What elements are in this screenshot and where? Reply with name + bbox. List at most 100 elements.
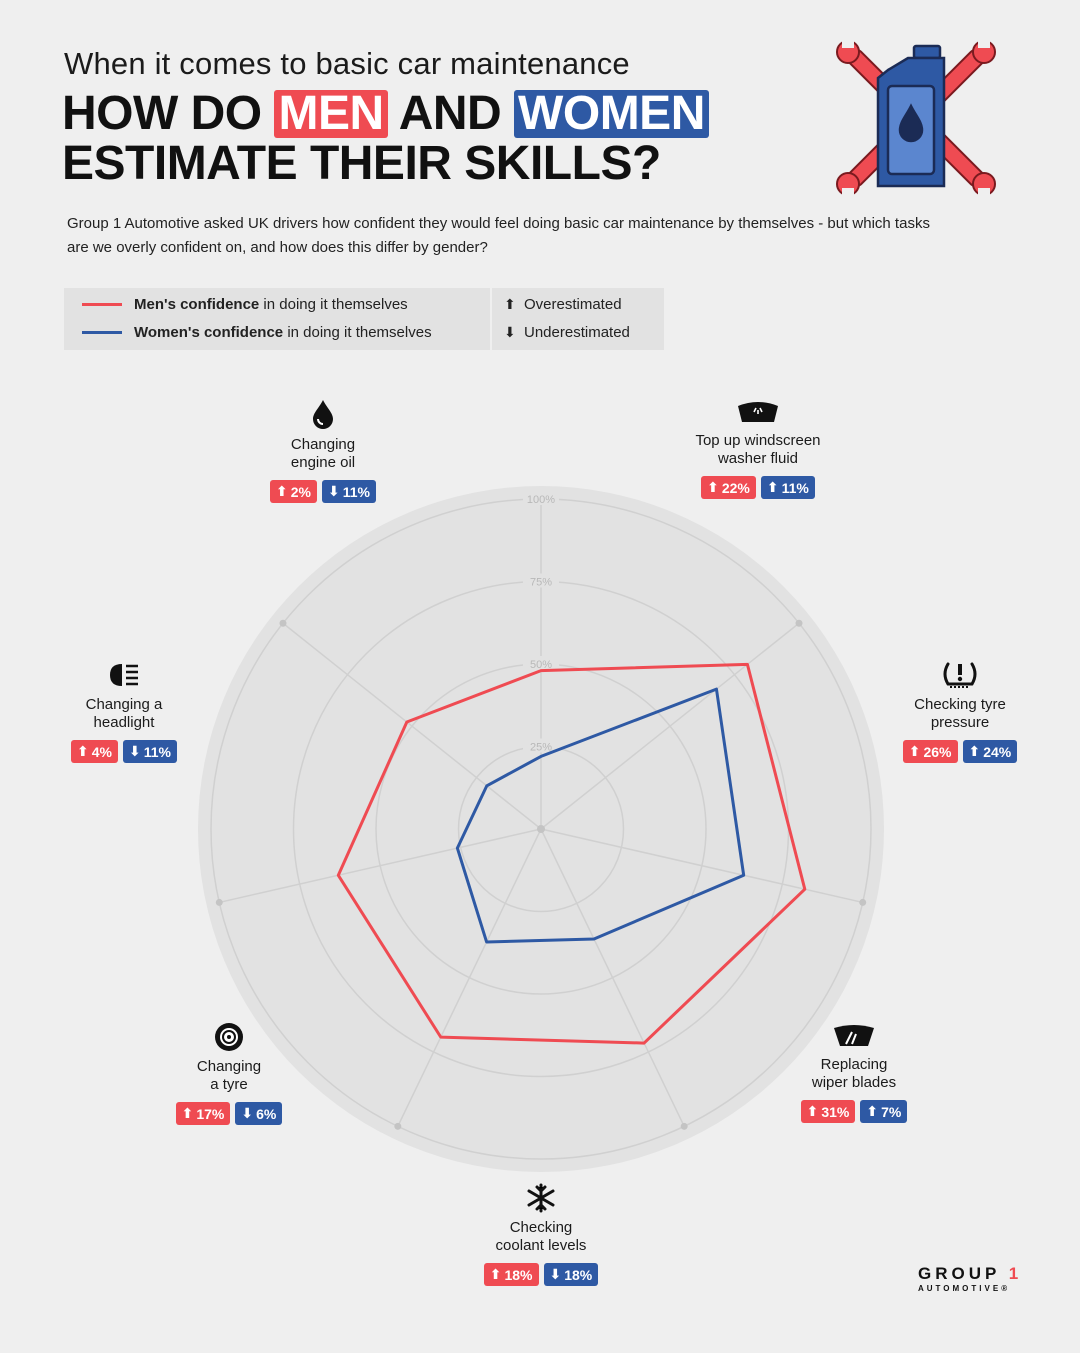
intro-text: Group 1 Automotive asked UK drivers how …: [67, 215, 930, 256]
wiper-icon: [834, 1025, 874, 1046]
legend-men-swatch: [82, 303, 122, 306]
arrow-up-icon: ⬆: [866, 1103, 879, 1119]
radar-tick-bg: [523, 656, 559, 670]
category-label: Top up windscreen washer fluid: [695, 432, 821, 467]
headlight-icon: [110, 664, 138, 686]
washer-fluid-icon: [738, 402, 778, 422]
category-wiper: Replacing wiper blades ⬆ 31% ⬆ 7%: [754, 1022, 954, 1123]
radar-spoke: [397, 828, 542, 1127]
women-badge-value: 7%: [881, 1103, 902, 1120]
women-badge-value: 6%: [256, 1105, 277, 1122]
radar-spoke: [540, 828, 863, 904]
legend-men: Men's confidence in doing it themselves: [82, 296, 408, 313]
legend-men-bold: Men's confidence: [134, 296, 260, 313]
headline-text-b: AND: [387, 87, 515, 140]
arrow-up-icon: ⬆: [276, 483, 288, 499]
category-label: Checking tyre pressure: [914, 696, 1006, 731]
legend-underestimated: ⬇ Underestimated: [504, 324, 630, 341]
logo-name-b: 1: [1008, 1264, 1023, 1283]
category-label: Changing a headlight: [85, 696, 163, 731]
category-badges: ⬆ 31% ⬆ 7%: [754, 1100, 954, 1123]
headline-line-1: HOW DO MEN AND WOMEN: [62, 90, 709, 138]
women-badge-value: 18%: [564, 1266, 593, 1283]
logo-sub: AUTOMOTIVE®: [918, 1284, 1011, 1293]
arrow-up-icon: ⬆: [908, 743, 921, 759]
women-badge: ⬇ 18%: [543, 1263, 599, 1286]
category-oil-drop: Changing engine oil ⬆ 2% ⬇ 11%: [223, 398, 423, 503]
women-badge: ⬆ 11%: [760, 476, 815, 499]
category-badges: ⬆ 17% ⬇ 6%: [129, 1102, 329, 1125]
radar-spoke-dot: [279, 619, 287, 627]
men-badge: ⬆ 2%: [270, 480, 317, 503]
radar-spoke: [219, 828, 542, 904]
women-badge: ⬇ 11%: [122, 740, 177, 763]
radar-tick-label: 50%: [530, 659, 552, 671]
women-highlight: WOMEN: [514, 90, 709, 138]
arrow-up-icon: ⬆: [77, 743, 89, 759]
category-tyre: Changing a tyre ⬆ 17% ⬇ 6%: [129, 1022, 329, 1125]
radar-spoke-dot: [680, 1122, 688, 1130]
legend-over-label: Overestimated: [524, 296, 622, 313]
category-label: Replacing wiper blades: [811, 1056, 897, 1091]
category-badges: ⬆ 26% ⬆ 24%: [860, 740, 1060, 763]
men-badge-value: 22%: [721, 479, 750, 496]
men-badge-value: 18%: [504, 1266, 533, 1283]
women-badge: ⬇ 6%: [235, 1102, 283, 1125]
arrow-up-icon: ⬆: [489, 1266, 502, 1282]
women-badge-value: 11%: [143, 743, 171, 760]
men-badge-value: 31%: [821, 1103, 850, 1120]
arrow-up-icon: ⬆: [181, 1105, 194, 1121]
men-badge: ⬆ 31%: [800, 1100, 856, 1123]
women-badge: ⬆ 7%: [860, 1100, 908, 1123]
subtitle: When it comes to basic car maintenance: [64, 46, 630, 81]
legend-divider: [490, 288, 492, 350]
arrow-up-icon: ⬆: [968, 743, 981, 759]
legend-under-label: Underestimated: [524, 324, 630, 341]
category-badges: ⬆ 22% ⬆ 11%: [658, 476, 858, 499]
legend-women-swatch: [82, 331, 122, 334]
logo-name-a: GROUP: [918, 1264, 1009, 1283]
men-badge-value: 17%: [196, 1105, 225, 1122]
men-badge: ⬆ 4%: [71, 740, 118, 763]
men-badge: ⬆ 17%: [175, 1102, 231, 1125]
headline-text-a: HOW DO: [62, 87, 275, 140]
women-badge-value: 11%: [342, 483, 370, 500]
arrow-down-icon: ⬇: [504, 324, 516, 340]
snowflake-icon: [527, 1183, 555, 1213]
arrow-down-icon: ⬇: [128, 743, 141, 759]
legend-women-bold: Women's confidence: [134, 324, 284, 341]
category-tyre-pressure-warning: Checking tyre pressure ⬆ 26% ⬆ 24%: [860, 660, 1060, 763]
oil-can-crossed-wrenches-icon: [836, 40, 996, 196]
arrow-up-icon: ⬆: [707, 479, 719, 495]
category-badges: ⬆ 2% ⬇ 11%: [223, 480, 423, 503]
headline-line-2: ESTIMATE THEIR SKILLS?: [62, 137, 661, 190]
men-badge: ⬆ 18%: [483, 1263, 539, 1286]
radar-spoke: [540, 828, 685, 1127]
category-badges: ⬆ 18% ⬇ 18%: [441, 1263, 641, 1286]
men-series-line: [336, 662, 807, 1045]
women-badge: ⬆ 24%: [962, 740, 1018, 763]
radar-tick-bg: [523, 491, 559, 505]
legend-overestimated: ⬆ Overestimated: [504, 296, 622, 313]
radar-spoke: [282, 622, 542, 830]
radar-spoke-dot: [859, 898, 867, 906]
arrow-down-icon: ⬇: [241, 1105, 254, 1121]
men-badge: ⬆ 22%: [701, 476, 756, 499]
arrow-up-icon: ⬆: [766, 479, 779, 495]
arrow-up-icon: ⬆: [806, 1103, 819, 1119]
men-badge-value: 26%: [923, 743, 952, 760]
women-badge-value: 24%: [983, 743, 1012, 760]
category-label: Checking coolant levels: [495, 1219, 587, 1254]
women-badge-value: 11%: [781, 479, 809, 496]
group1-logo: GROUP 1 AUTOMOTIVE®: [918, 1264, 1022, 1293]
women-series-line: [455, 687, 746, 944]
men-badge: ⬆ 26%: [902, 740, 958, 763]
men-badge-value: 2%: [290, 483, 311, 500]
men-highlight: MEN: [274, 90, 388, 138]
radar-spoke-dot: [795, 619, 803, 627]
arrow-down-icon: ⬇: [549, 1266, 562, 1282]
radar-spoke: [540, 622, 800, 830]
legend: Men's confidence in doing it themselves …: [64, 288, 664, 350]
radar-tick-label: 75%: [530, 577, 552, 589]
